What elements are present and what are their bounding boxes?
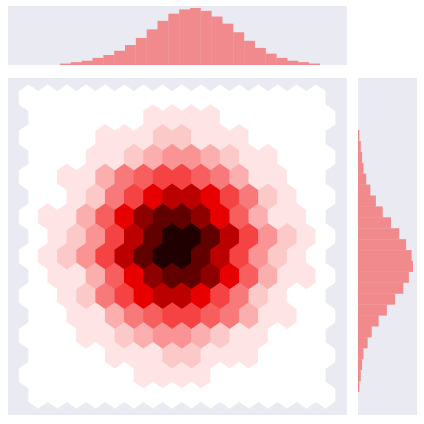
histogram-bar [358,271,409,283]
histogram-bar [244,40,255,65]
histogram-bar [60,63,71,65]
histogram-bar [146,29,158,65]
histogram-bar [92,57,104,65]
histogram-bar [309,63,320,65]
histogram-bar [135,37,147,65]
histogram-bar [358,282,404,294]
histogram-bar [358,381,360,392]
histogram-bar [287,60,299,65]
histogram-bar [358,195,376,207]
histogram-bar [358,228,400,240]
histogram-bar [358,250,412,261]
histogram-bar [358,326,372,338]
histogram-bar [200,10,212,66]
histogram-bar [222,23,234,65]
histogram-bar [358,261,413,272]
histogram-bar [298,62,310,65]
histogram-bar [190,8,201,65]
hexbin [18,84,336,409]
histogram-bar [255,47,266,65]
histogram-bar [265,53,277,65]
histogram-bar [358,173,367,185]
histogram-bar [358,293,396,305]
histogram-bar [70,62,82,65]
histogram-bar [358,304,387,316]
hex-cell [315,381,336,409]
histogram-bar [358,184,371,196]
histogram-bar [157,20,169,65]
histogram-bar [358,206,383,218]
histogram-bar [81,60,93,65]
histogram-bar [358,315,379,327]
histogram-bar [358,348,364,360]
histogram-bar [358,337,368,349]
top-histogram [60,8,320,66]
histogram-bar [114,50,125,65]
histogram-bar [233,32,245,65]
histogram-bar [358,217,391,229]
histogram-bar [358,370,361,382]
histogram-bar [211,16,223,65]
histogram-bar [358,140,361,152]
histogram-bar [358,162,364,174]
histogram-bar [358,359,363,371]
histogram-bar [168,13,180,65]
histogram-bar [103,55,115,65]
histogram-bar [358,130,360,141]
histogram-bar [358,239,407,251]
right-histogram [358,130,413,392]
histogram-bar [276,57,288,65]
histogram-bar [125,45,136,65]
histogram-bar [179,9,190,66]
histogram-bar [358,151,363,163]
